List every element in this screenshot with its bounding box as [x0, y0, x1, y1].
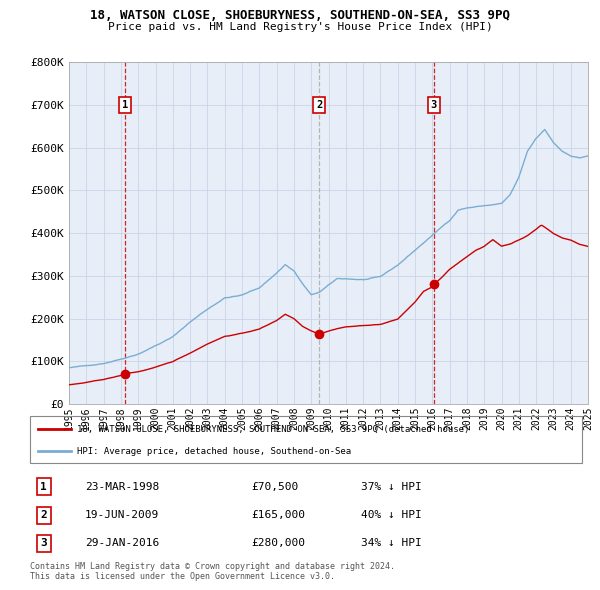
Text: HPI: Average price, detached house, Southend-on-Sea: HPI: Average price, detached house, Sout… — [77, 447, 351, 456]
Text: £165,000: £165,000 — [251, 510, 305, 520]
Text: Contains HM Land Registry data © Crown copyright and database right 2024.: Contains HM Land Registry data © Crown c… — [30, 562, 395, 571]
Text: 2: 2 — [40, 510, 47, 520]
Text: 18, WATSON CLOSE, SHOEBURYNESS, SOUTHEND-ON-SEA, SS3 9PQ (detached house): 18, WATSON CLOSE, SHOEBURYNESS, SOUTHEND… — [77, 425, 469, 434]
Text: £280,000: £280,000 — [251, 539, 305, 548]
Text: 37% ↓ HPI: 37% ↓ HPI — [361, 482, 422, 491]
Text: 18, WATSON CLOSE, SHOEBURYNESS, SOUTHEND-ON-SEA, SS3 9PQ: 18, WATSON CLOSE, SHOEBURYNESS, SOUTHEND… — [90, 9, 510, 22]
Text: 19-JUN-2009: 19-JUN-2009 — [85, 510, 160, 520]
Text: 3: 3 — [431, 100, 437, 110]
Text: This data is licensed under the Open Government Licence v3.0.: This data is licensed under the Open Gov… — [30, 572, 335, 581]
Text: 40% ↓ HPI: 40% ↓ HPI — [361, 510, 422, 520]
Text: 1: 1 — [122, 100, 128, 110]
Text: 29-JAN-2016: 29-JAN-2016 — [85, 539, 160, 548]
Text: 34% ↓ HPI: 34% ↓ HPI — [361, 539, 422, 548]
Text: 3: 3 — [40, 539, 47, 548]
Text: 23-MAR-1998: 23-MAR-1998 — [85, 482, 160, 491]
Text: 2: 2 — [316, 100, 322, 110]
Text: £70,500: £70,500 — [251, 482, 298, 491]
Text: Price paid vs. HM Land Registry's House Price Index (HPI): Price paid vs. HM Land Registry's House … — [107, 22, 493, 32]
Text: 1: 1 — [40, 482, 47, 491]
